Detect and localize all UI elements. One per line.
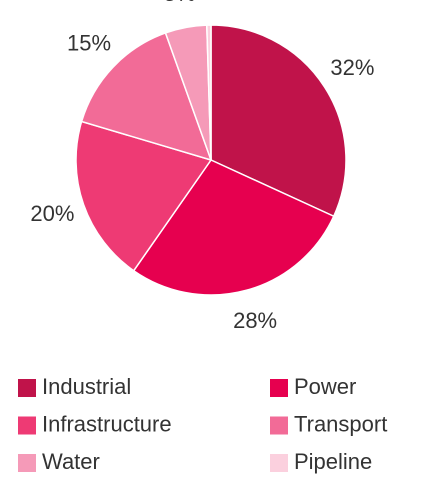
pie-slice	[75, 120, 213, 272]
data-label: 15%	[67, 30, 111, 55]
data-label: 5%	[164, 0, 196, 6]
pie-slice	[210, 24, 347, 218]
data-label: 32%	[330, 55, 374, 80]
legend-swatch	[18, 379, 36, 397]
legend-label: Industrial	[42, 374, 131, 399]
pie-slice	[80, 31, 213, 162]
legend-label: Infrastructure	[42, 411, 172, 436]
pie-slice	[206, 24, 212, 161]
legend-label: Transport	[294, 411, 387, 436]
legend-swatch	[18, 454, 36, 472]
legend-swatch	[270, 416, 288, 435]
data-label: 28%	[233, 308, 277, 333]
legend-label: Pipeline	[294, 449, 372, 474]
legend-swatch	[270, 454, 288, 472]
legend-label: Water	[42, 449, 100, 474]
data-label: 20%	[30, 201, 74, 226]
legend-label: Power	[294, 374, 356, 399]
legend-swatch	[270, 379, 288, 397]
pie-slice	[132, 159, 335, 296]
legend-swatch	[18, 416, 36, 435]
